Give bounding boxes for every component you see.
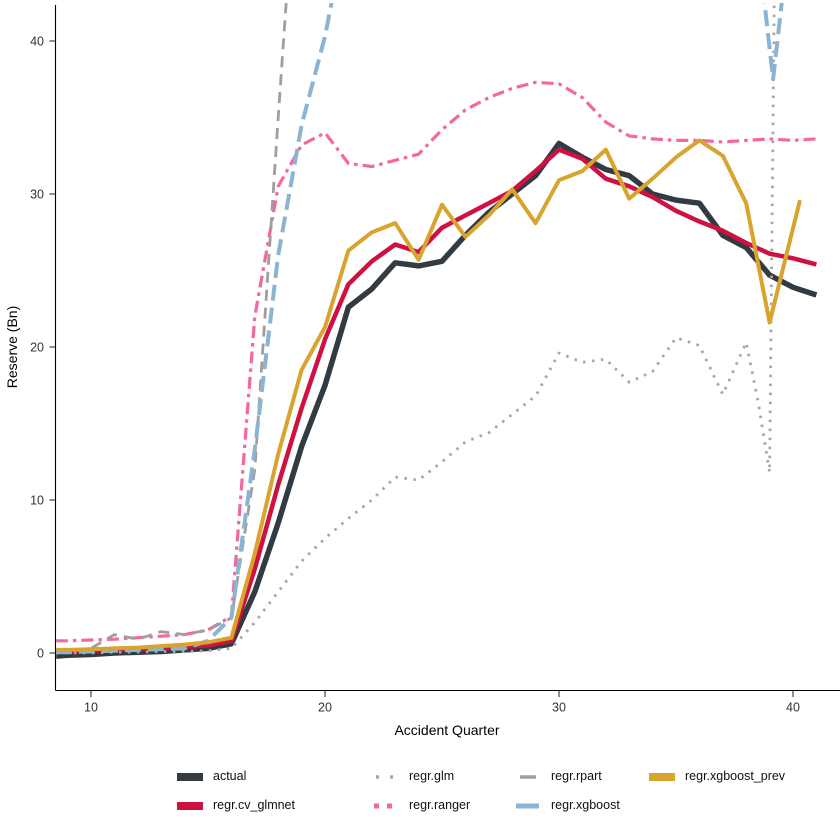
legend-item-regr.rpart: regr.rpart <box>514 765 648 787</box>
x-axis-title: Accident Quarter <box>394 722 499 738</box>
legend-item-regr.xgboost: regr.xgboost <box>514 794 648 816</box>
series-line-regr.xgboost <box>762 3 784 82</box>
legend-key-icon <box>372 770 400 782</box>
legend-label: actual <box>213 769 247 783</box>
y-tick-label: 10 <box>30 493 44 507</box>
y-tick-label: 30 <box>30 187 44 201</box>
series-line-regr.xgboost <box>56 3 334 655</box>
x-tick-label: 30 <box>552 701 566 715</box>
legend-label: regr.ranger <box>409 798 471 812</box>
legend-item-regr.glm: regr.glm <box>372 765 514 787</box>
y-tick-label: 40 <box>30 34 44 48</box>
x-tick-label: 10 <box>84 701 98 715</box>
series-line-regr.xgboost_prev <box>56 138 802 652</box>
y-tick-label: 20 <box>30 340 44 354</box>
axis-ticks: 10 20 30 40 0 10 20 30 40 <box>30 34 800 714</box>
series-line-regr.glm <box>56 3 776 655</box>
x-tick-label: 20 <box>318 701 332 715</box>
y-axis-title: Reserve (Bn) <box>4 306 20 388</box>
legend-label: regr.xgboost_prev <box>685 769 786 783</box>
legend-key-icon <box>514 799 542 811</box>
legend-key-icon <box>176 770 204 782</box>
series-line-regr.ranger <box>56 80 817 643</box>
series-line-regr.cv_glmnet <box>56 147 817 654</box>
legend-key-icon <box>514 770 542 782</box>
legend-label: regr.rpart <box>551 769 602 783</box>
legend-key-icon <box>372 799 400 811</box>
legend-label: regr.cv_glmnet <box>213 798 295 812</box>
legend-item-regr.xgboost_prev: regr.xgboost_prev <box>648 765 840 787</box>
plot-series-layer <box>56 3 818 659</box>
chart-legend: actual regr.glm regr.rpart regr.xgboost_pre… <box>0 765 840 816</box>
legend-label: regr.glm <box>409 769 455 783</box>
legend-item-regr.cv_glmnet: regr.cv_glmnet <box>176 794 372 816</box>
x-tick-label: 40 <box>786 701 800 715</box>
legend-key-icon <box>648 770 676 782</box>
reserve-line-chart: 10 20 30 40 0 10 20 30 40 Accident Quarter Reser… <box>4 3 840 738</box>
legend-key-icon <box>176 799 204 811</box>
legend-item-actual: actual <box>176 765 372 787</box>
y-tick-label: 0 <box>37 646 44 660</box>
legend-item-regr.ranger: regr.ranger <box>372 794 514 816</box>
legend-label: regr.xgboost <box>551 798 620 812</box>
